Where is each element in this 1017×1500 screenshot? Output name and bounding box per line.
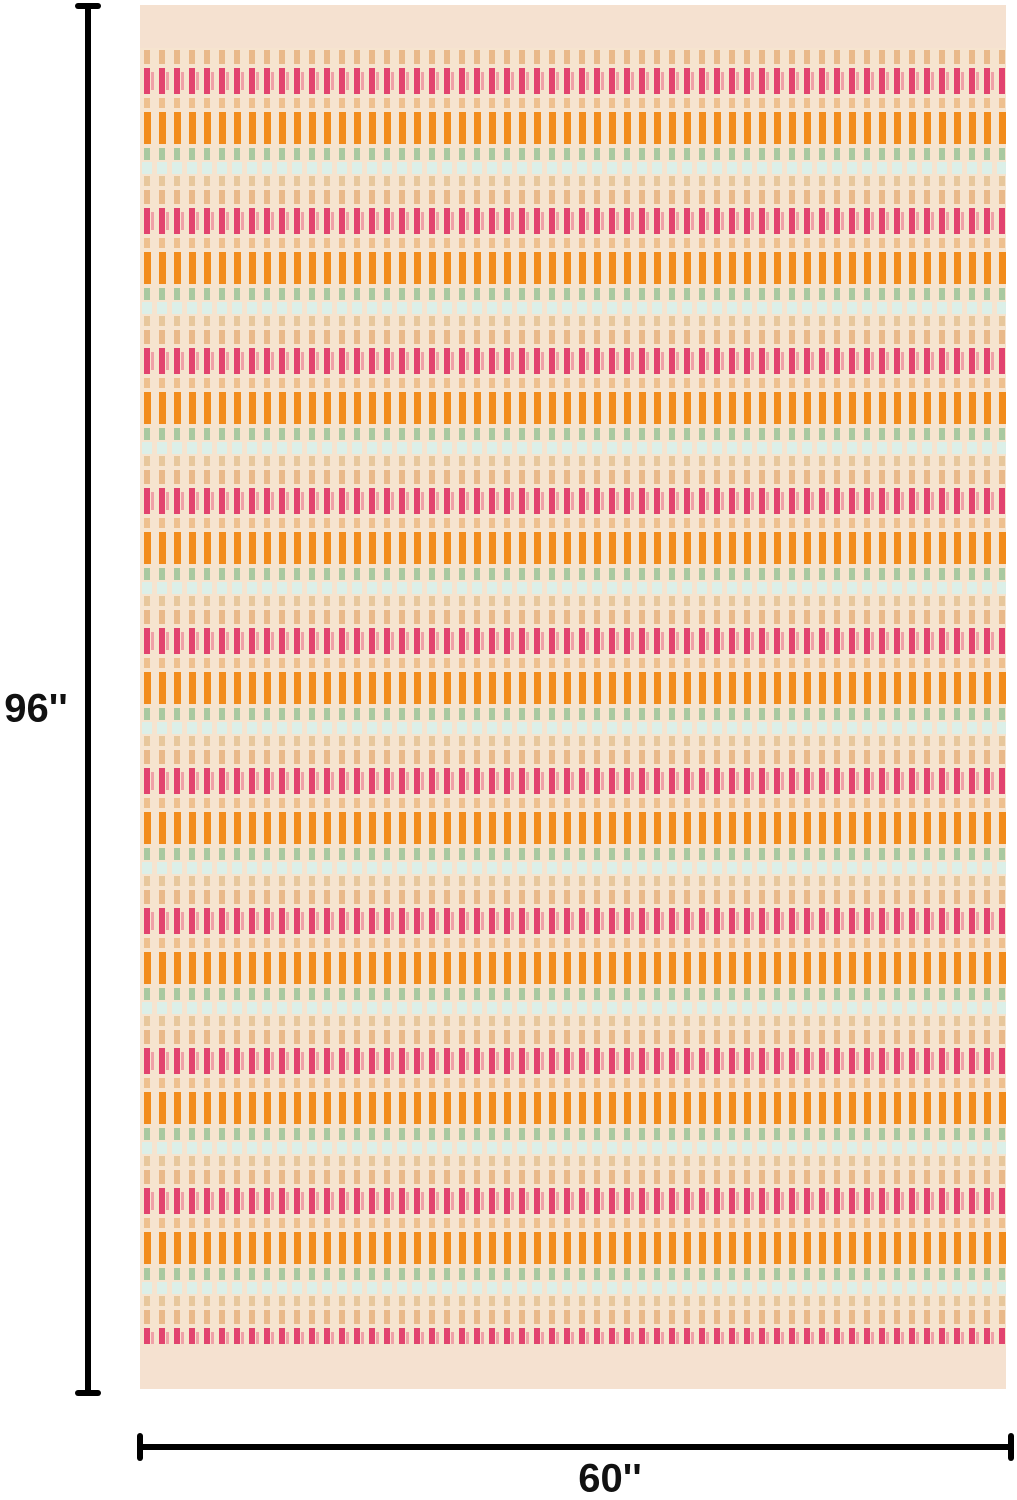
height-label: 96'' — [4, 687, 68, 731]
width-label: 60'' — [578, 1457, 642, 1500]
width-dimension — [137, 1433, 1014, 1461]
rug-weave — [140, 48, 1006, 1344]
rug — [140, 5, 1006, 1389]
height-dimension — [75, 3, 101, 1396]
label-backdrop — [0, 685, 78, 735]
